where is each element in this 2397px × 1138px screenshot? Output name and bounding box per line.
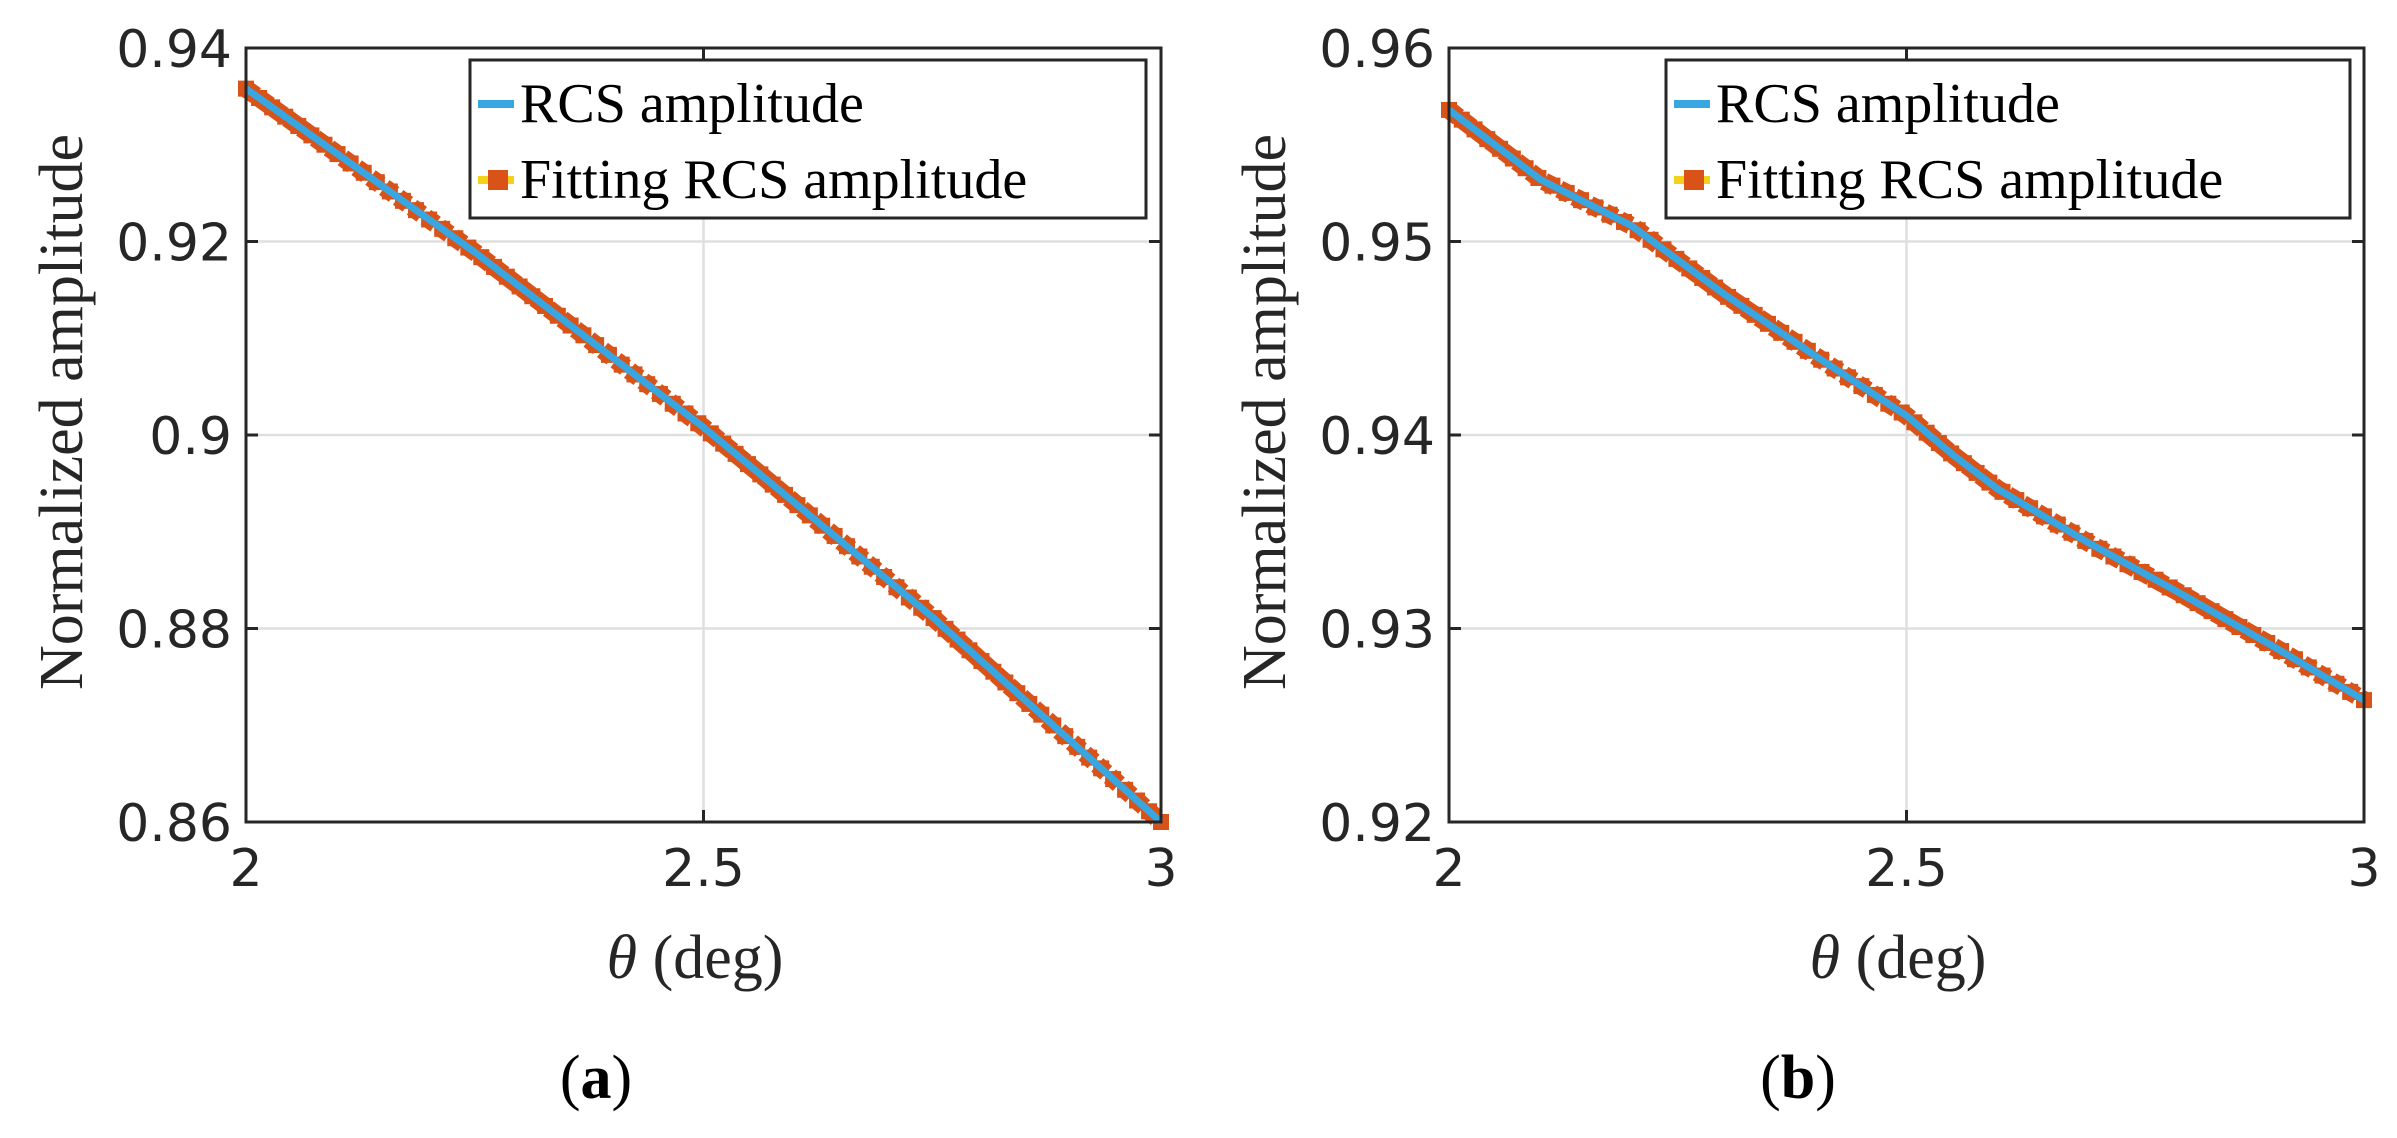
x-tick-label: 2	[229, 839, 262, 899]
legend-label-rcs-amplitude: RCS amplitude	[1716, 73, 2060, 135]
y-tick-label: 0.92	[116, 214, 232, 274]
legend: RCS amplitude Fitting RCS amplitude	[468, 58, 1148, 220]
caption-letter-a: a	[581, 1044, 612, 1112]
caption-open-b: (	[1760, 1044, 1781, 1112]
x-axis-label-unit-a: (deg)	[637, 924, 783, 992]
x-axis-label-symbol-a: θ	[607, 924, 637, 992]
x-axis-label-b: θ (deg)	[1810, 924, 1987, 992]
legend-label-fitting-rcs-amplitude: Fitting RCS amplitude	[1716, 149, 2223, 211]
x-tick-label: 3	[2347, 839, 2380, 899]
y-tick-label: 0.94	[116, 20, 232, 80]
legend: RCS amplitude Fitting RCS amplitude	[1664, 58, 2352, 220]
legend-box	[1664, 58, 2352, 220]
y-axis-label-a: Normalized amplitude	[28, 134, 96, 690]
y-tick-label: 0.9	[149, 407, 232, 467]
x-tick-label: 2	[1432, 839, 1465, 899]
series-rcs-amplitude	[243, 85, 1164, 825]
caption-letter-b: b	[1781, 1044, 1815, 1112]
caption-open-a: (	[560, 1044, 581, 1112]
caption-close-b: )	[1815, 1044, 1836, 1112]
legend-label-fitting-rcs-amplitude: Fitting RCS amplitude	[520, 149, 1027, 211]
x-axis-label-unit-b: (deg)	[1840, 924, 1986, 992]
series-rcs-amplitude	[1446, 107, 2366, 704]
panel-a: 2 2.5 3 0.86 0.88 0.9 0.92 0.94 RCS amplitude Fit…	[28, 20, 1178, 1112]
legend-box	[468, 58, 1148, 220]
y-tick-label: 0.94	[1319, 407, 1435, 467]
y-axis-label-b: Normalized amplitude	[1231, 134, 1299, 690]
y-tick-label: 0.96	[1319, 20, 1435, 80]
caption-close-a: )	[612, 1044, 633, 1112]
y-tick-label: 0.92	[1319, 794, 1435, 854]
x-axis-label-a: θ (deg)	[607, 924, 784, 992]
panel-b: 2 2.5 3 0.92 0.93 0.94 0.95 0.96 RCS amplitude Fi…	[1231, 20, 2381, 1112]
caption-a: (a)	[560, 1044, 632, 1112]
y-tick-label: 0.88	[116, 601, 232, 661]
y-tick-label: 0.93	[1319, 601, 1435, 661]
x-tick-label: 2.5	[662, 839, 745, 899]
y-tick-label: 0.86	[116, 794, 232, 854]
x-tick-label: 2.5	[1865, 839, 1948, 899]
plot-area-a: 2 2.5 3 0.86 0.88 0.9 0.92 0.94 RCS amplitude Fit…	[116, 20, 1177, 899]
plot-area-b: 2 2.5 3 0.92 0.93 0.94 0.95 0.96 RCS amplitude Fi…	[1319, 20, 2380, 899]
legend-swatch-fitting-rcs-amplitude	[488, 170, 508, 190]
legend-label-rcs-amplitude: RCS amplitude	[520, 73, 864, 135]
x-axis-label-symbol-b: θ	[1810, 924, 1840, 992]
y-tick-label: 0.95	[1319, 214, 1435, 274]
caption-b: (b)	[1760, 1044, 1836, 1112]
legend-swatch-fitting-rcs-amplitude	[1684, 170, 1704, 190]
x-tick-label: 3	[1144, 839, 1177, 899]
